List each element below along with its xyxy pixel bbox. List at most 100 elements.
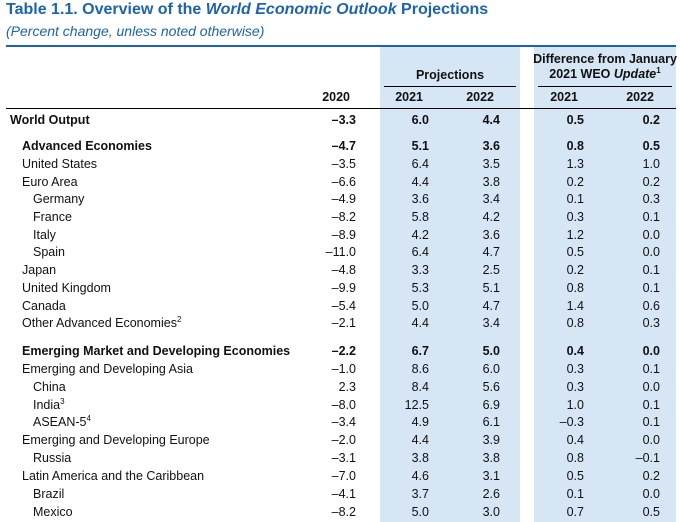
row-label-text: Italy xyxy=(33,228,56,242)
row-value: 0.5 xyxy=(642,139,660,153)
row-value: 3.6 xyxy=(411,192,429,206)
row-value: –2.2 xyxy=(331,344,356,358)
year-2021-projection-header: 2021 xyxy=(395,90,423,104)
table-row: World Output –3.3 6.0 4.4 0.5 0.2 xyxy=(0,111,680,129)
row-value: –4.9 xyxy=(331,192,356,206)
row-value: 1.0 xyxy=(566,398,584,412)
table-row: Euro Area –6.6 4.4 3.8 0.2 0.2 xyxy=(0,173,680,191)
row-value: 0.0 xyxy=(642,245,660,259)
row-value: –6.6 xyxy=(331,175,356,189)
table-row: Emerging Market and Developing Economies… xyxy=(0,342,680,360)
row-label: Other Advanced Economies2 xyxy=(22,314,181,332)
table-row: Emerging and Developing Europe –2.0 4.4 3.9… xyxy=(0,431,680,449)
row-label: United Kingdom xyxy=(22,279,111,297)
difference-header-emph: Update xyxy=(613,67,657,81)
row-label-text: Spain xyxy=(33,245,65,259)
row-value: 5.6 xyxy=(482,380,500,394)
row-label-text: Russia xyxy=(33,451,72,465)
row-value: 4.7 xyxy=(482,299,500,313)
row-label-text: Emerging Market and Developing Economies xyxy=(22,344,291,358)
row-value: 3.5 xyxy=(482,157,500,171)
year-2021-difference-header: 2021 xyxy=(550,90,578,104)
row-value: 8.6 xyxy=(411,362,429,376)
row-value: 6.0 xyxy=(482,362,500,376)
difference-underline xyxy=(538,86,672,87)
row-value: 0.4 xyxy=(566,344,584,358)
row-value: 4.4 xyxy=(482,113,500,127)
footnote-marker: 4 xyxy=(86,413,91,423)
row-value: 6.9 xyxy=(482,398,500,412)
row-value: 5.1 xyxy=(482,281,500,295)
row-value: 5.3 xyxy=(411,281,429,295)
table-subtitle: (Percent change, unless noted otherwise) xyxy=(6,23,265,39)
row-value: –4.7 xyxy=(331,139,356,153)
row-label: India3 xyxy=(33,396,65,414)
row-label-text: Euro Area xyxy=(22,175,78,189)
year-2020-header: 2020 xyxy=(322,90,350,104)
row-value: 0.3 xyxy=(566,210,584,224)
difference-header-line2: 2021 WEO Update1 xyxy=(530,65,680,82)
row-value: 0.8 xyxy=(566,316,584,330)
row-label: Brazil xyxy=(33,485,64,503)
row-label: Emerging and Developing Europe xyxy=(22,431,210,449)
row-label: World Output xyxy=(10,111,90,129)
row-value: 5.1 xyxy=(411,139,429,153)
row-value: 4.7 xyxy=(482,245,500,259)
row-value: 12.5 xyxy=(404,398,429,412)
row-value: 4.2 xyxy=(482,210,500,224)
row-value: 3.6 xyxy=(482,228,500,242)
row-value: 0.2 xyxy=(642,175,660,189)
row-value: –5.4 xyxy=(331,299,356,313)
row-value: 0.3 xyxy=(642,316,660,330)
row-value: –3.1 xyxy=(331,451,356,465)
row-value: 4.4 xyxy=(411,175,429,189)
row-value: –8.2 xyxy=(331,210,356,224)
table-row: Emerging and Developing Asia –1.0 8.6 6.0 0.… xyxy=(0,360,680,378)
row-value: –3.3 xyxy=(331,113,356,127)
row-label: United States xyxy=(22,155,97,173)
row-value: 2.5 xyxy=(482,263,500,277)
row-label-text: Germany xyxy=(33,192,85,206)
row-value: –2.0 xyxy=(331,433,356,447)
row-label: Italy xyxy=(33,226,56,244)
table-row: United Kingdom –9.9 5.3 5.1 0.8 0.1 xyxy=(0,279,680,297)
row-value: –8.9 xyxy=(331,228,356,242)
table-row: Spain –11.0 6.4 4.7 0.5 0.0 xyxy=(0,243,680,261)
row-value: 2.3 xyxy=(338,380,356,394)
row-value: 0.1 xyxy=(566,487,584,501)
row-value: 0.1 xyxy=(642,263,660,277)
row-value: 0.0 xyxy=(642,433,660,447)
difference-footnote: 1 xyxy=(656,65,661,75)
row-label: Germany xyxy=(33,190,84,208)
row-value: 0.0 xyxy=(642,380,660,394)
row-value: 5.0 xyxy=(411,299,429,313)
row-label-text: Emerging and Developing Europe xyxy=(22,433,210,447)
table-row: Italy –8.9 4.2 3.6 1.2 0.0 xyxy=(0,226,680,244)
row-value: 3.6 xyxy=(482,139,500,153)
row-label: Euro Area xyxy=(22,173,78,191)
difference-header-prefix: 2021 WEO xyxy=(549,67,614,81)
row-value: –4.1 xyxy=(331,487,356,501)
row-value: 1.2 xyxy=(566,228,584,242)
row-value: 0.2 xyxy=(642,469,660,483)
difference-header-line1: Difference from January xyxy=(533,52,677,66)
row-value: 0.1 xyxy=(566,192,584,206)
table-row: Mexico –8.2 5.0 3.0 0.7 0.5 xyxy=(0,503,680,521)
row-label: Advanced Economies xyxy=(22,137,152,155)
table-row: Latin America and the Caribbean –7.0 4.6 3.… xyxy=(0,467,680,485)
title-emphasis: World Economic Outlook xyxy=(205,1,397,18)
table-row: Brazil –4.1 3.7 2.6 0.1 0.0 xyxy=(0,485,680,503)
table-row: Canada –5.4 5.0 4.7 1.4 0.6 xyxy=(0,297,680,315)
row-value: 0.2 xyxy=(566,263,584,277)
row-label: Mexico xyxy=(33,503,73,521)
row-value: 0.0 xyxy=(642,487,660,501)
row-value: –7.0 xyxy=(331,469,356,483)
row-value: 3.4 xyxy=(482,192,500,206)
table-title: Table 1.1. Overview of the World Economi… xyxy=(6,1,488,19)
row-value: 0.8 xyxy=(566,281,584,295)
row-value: –1.0 xyxy=(331,362,356,376)
row-value: 0.7 xyxy=(566,505,584,519)
row-value: 0.1 xyxy=(642,362,660,376)
row-value: 4.9 xyxy=(411,415,429,429)
row-label-text: World Output xyxy=(10,113,90,127)
